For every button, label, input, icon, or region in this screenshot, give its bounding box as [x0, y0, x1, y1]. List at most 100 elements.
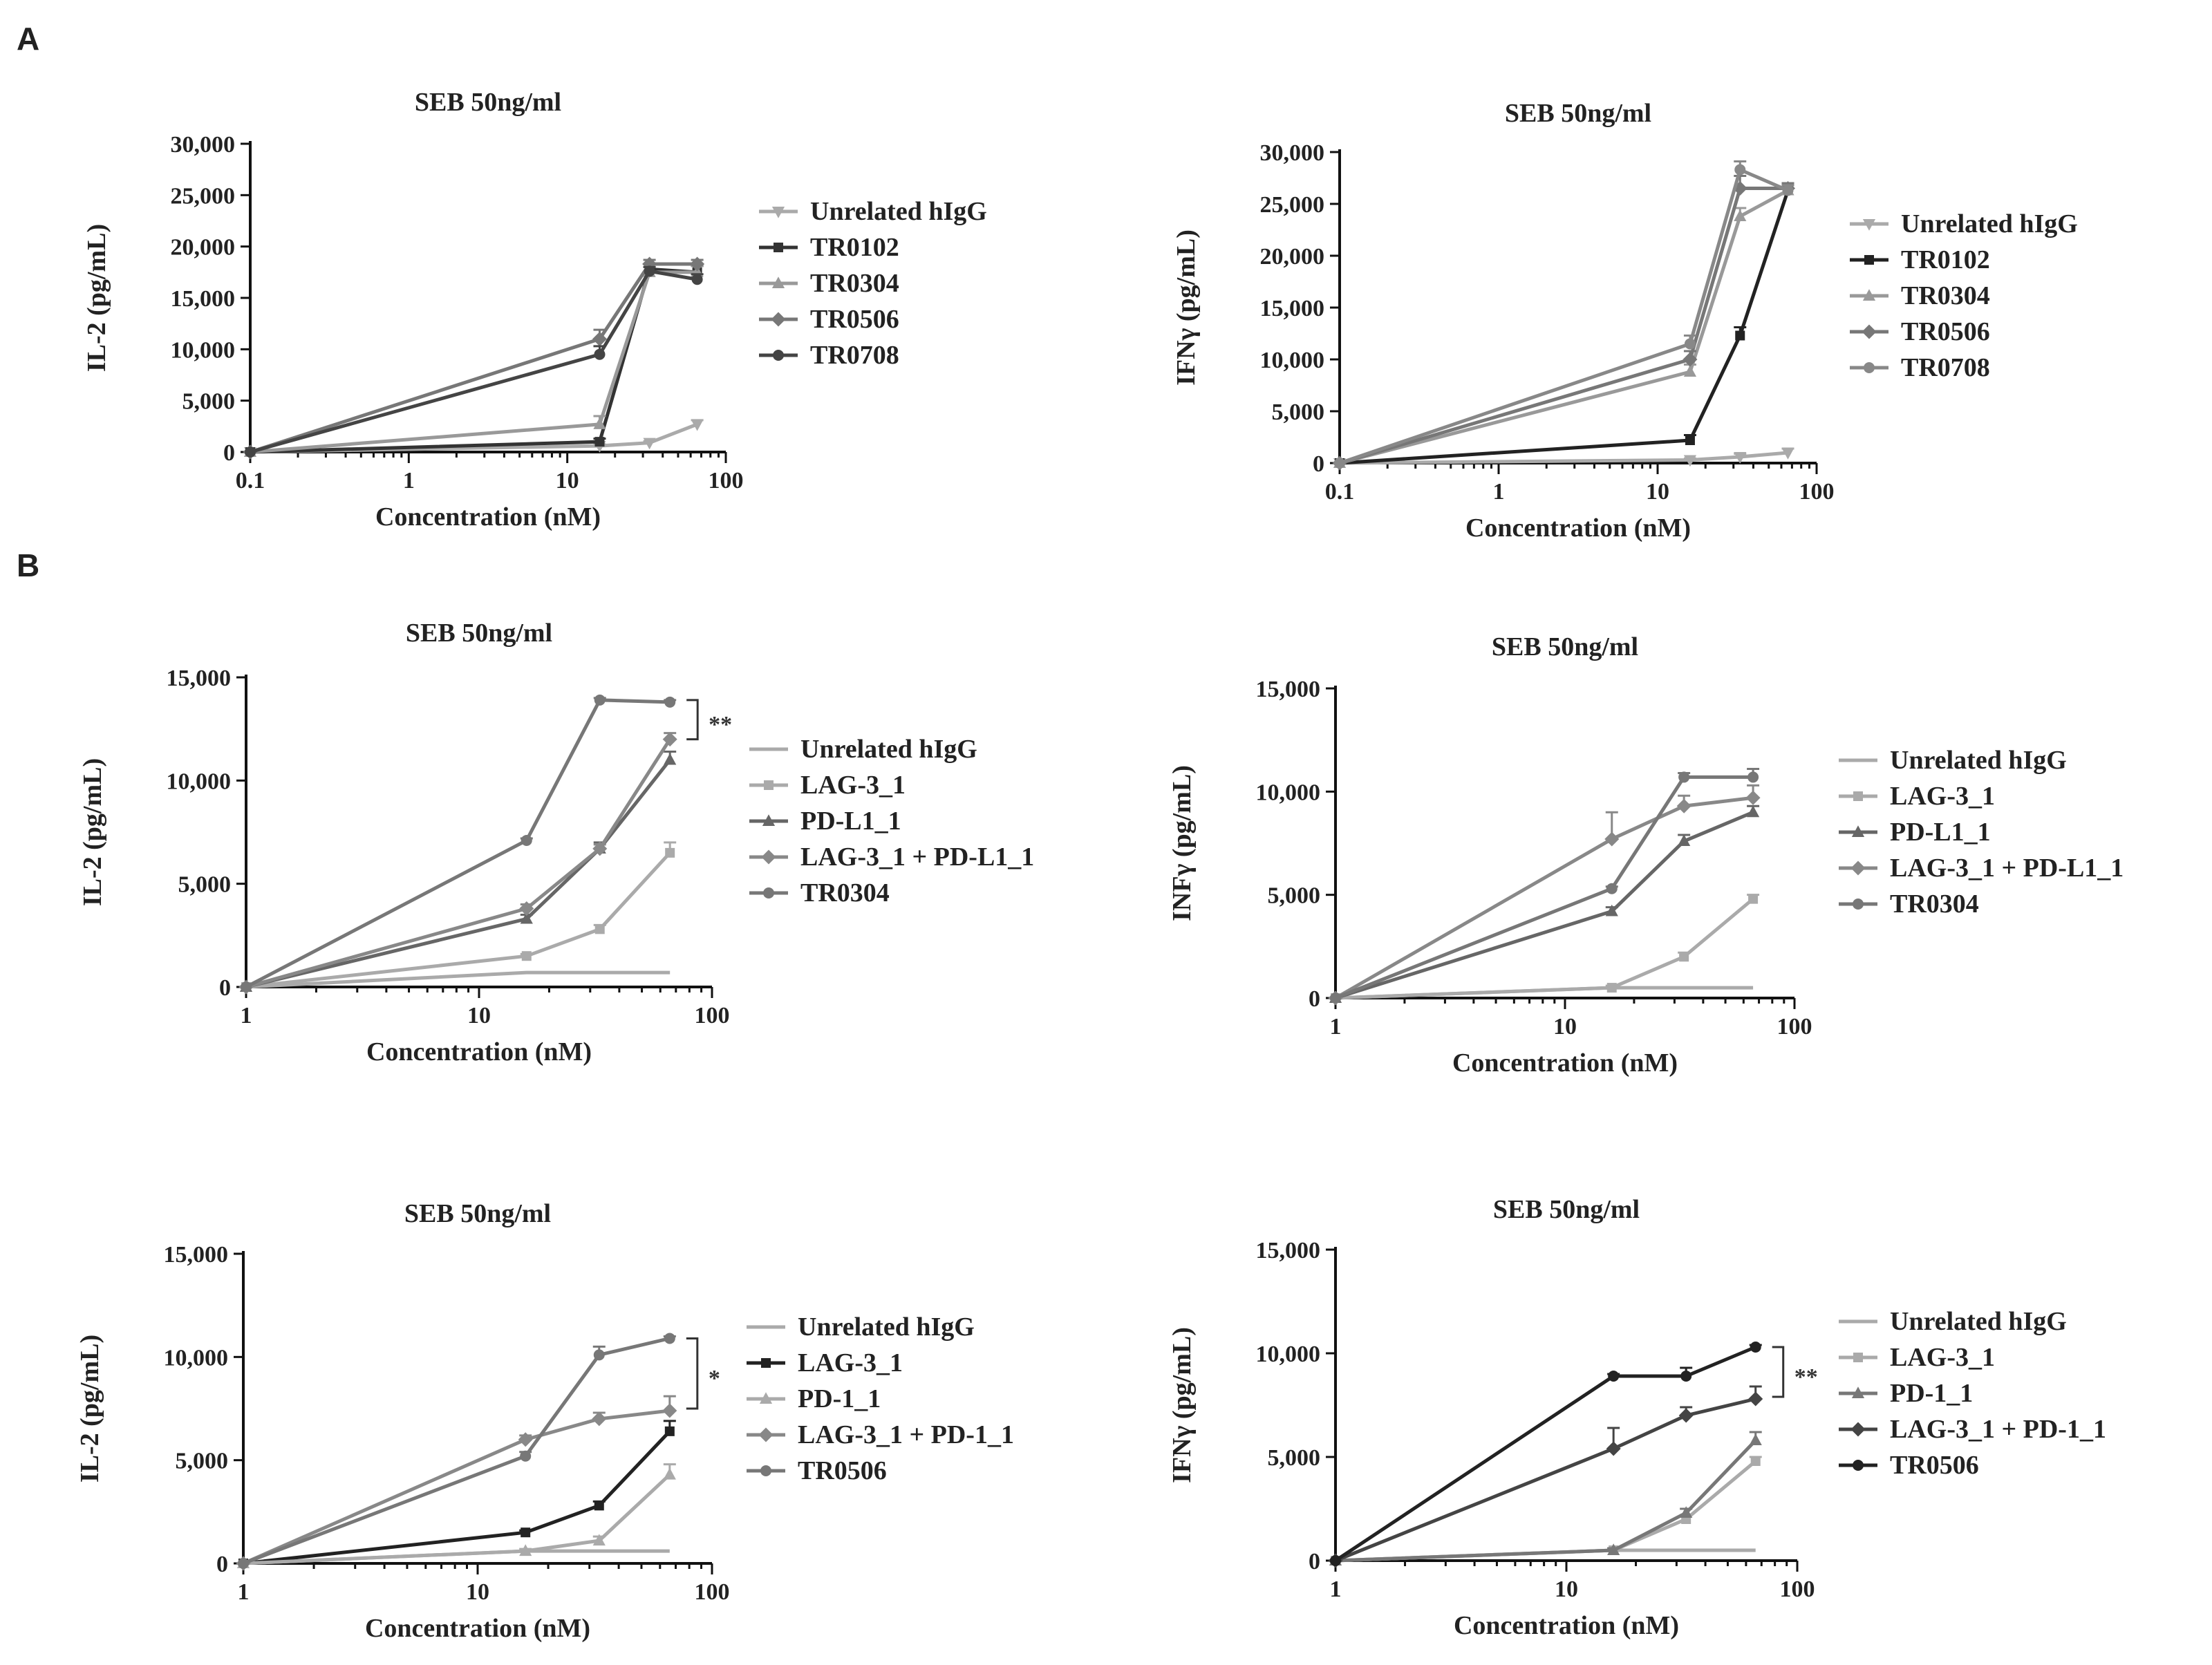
data-point: [592, 331, 607, 346]
y-tick-label: 15,000: [167, 666, 232, 691]
data-point: [238, 1558, 249, 1569]
y-tick-label: 20,000: [171, 235, 236, 261]
series-line: [245, 758, 672, 989]
chart-b-il2-pd1: SEB 50ng/ml 0 5,000 10,000 15,000 1 10 100 Conce…: [75, 1199, 1014, 1643]
x-axis-label: Concentration (nM): [1454, 1611, 1679, 1640]
legend-label: Unrelated hIgG: [798, 1313, 975, 1342]
legend-label: TR0506: [798, 1456, 887, 1485]
series-line: [1335, 810, 1754, 1000]
legend-swatch-marker: [761, 849, 776, 865]
series-combo: [1328, 1385, 1763, 1568]
legend-swatch-marker: [1862, 289, 1876, 301]
x-tick-label: 10: [556, 468, 579, 493]
data-point: [1782, 185, 1794, 196]
series-line: [250, 267, 697, 454]
legend-label: TR0102: [810, 233, 899, 262]
significance-bracket: [686, 1337, 699, 1410]
legend-label: LAG-3_1: [798, 1348, 903, 1377]
data-point: [1685, 435, 1695, 445]
data-point: [1750, 1342, 1761, 1353]
series-line: [1334, 1345, 1756, 1563]
data-point: [1605, 904, 1618, 916]
legend-swatch-marker: [1851, 1386, 1865, 1398]
data-point: [643, 438, 656, 450]
legend-swatch-marker: [771, 276, 785, 288]
series-line: [250, 262, 697, 454]
legend-item-tr0506: TR0506: [1850, 317, 1990, 346]
data-point: [1745, 790, 1761, 805]
x-tick-label: 1: [238, 1579, 250, 1605]
series-line: [243, 1337, 671, 1565]
legend-swatch-marker: [1864, 255, 1874, 265]
legend-label: TR0506: [1901, 317, 1990, 346]
data-point: [245, 446, 256, 458]
data-point: [1678, 834, 1691, 847]
data-point: [1748, 894, 1759, 904]
legend-label: TR0506: [810, 305, 899, 334]
legend-label: PD-L1_1: [800, 807, 901, 836]
legend-item-higg: Unrelated hIgG: [1850, 209, 2078, 238]
data-point: [665, 847, 675, 858]
legend-swatch-marker: [1862, 324, 1877, 339]
data-point: [594, 694, 606, 706]
data-point: [1748, 1391, 1763, 1407]
data-point: [1683, 352, 1698, 367]
chart-title: SEB 50ng/ml: [404, 1199, 551, 1228]
x-axis-label: Concentration (nM): [375, 502, 601, 532]
legend-item-pd-1-1: PD-1_1: [1839, 1379, 1973, 1408]
series-combo: [1328, 784, 1761, 1006]
legend-item-combo: LAG-3_1 + PD-L1_1: [1839, 854, 2124, 883]
series-line: [245, 970, 671, 989]
x-tick-label: 10: [467, 1003, 491, 1028]
legend-label: Unrelated hIgG: [800, 735, 977, 764]
legend-item-higg: Unrelated hIgG: [749, 735, 977, 764]
legend-swatch-marker: [1850, 860, 1866, 876]
series-tr0304: [241, 694, 677, 993]
series-line: [245, 738, 672, 989]
data-point: [1330, 1555, 1341, 1566]
y-tick-label: 5,000: [1272, 399, 1325, 425]
legend-label: PD-L1_1: [1890, 818, 1991, 847]
series-line: [1334, 796, 1754, 1000]
legend-item-lag-3-1: LAG-3_1: [1839, 782, 1995, 811]
y-tick-label: 10,000: [1260, 348, 1325, 373]
data-point: [1734, 164, 1746, 176]
series-line: [1339, 451, 1788, 465]
legend-item-combo: LAG-3_1 + PD-L1_1: [749, 843, 1034, 872]
y-axis-label: IL-2 (pg/mL): [78, 758, 107, 906]
data-point: [1679, 952, 1689, 962]
legend-label: TR0708: [810, 341, 899, 370]
data-point: [664, 1426, 675, 1436]
data-point: [664, 1333, 675, 1344]
significance-label: **: [1794, 1364, 1818, 1390]
series-tr0102: [1335, 184, 1794, 468]
legend-swatch-marker: [1853, 791, 1863, 801]
data-point: [1608, 1371, 1620, 1382]
legend-label: TR0304: [1901, 281, 1990, 310]
data-point: [1735, 330, 1745, 341]
legend-item-combo: LAG-3_1 + PD-1_1: [747, 1420, 1014, 1449]
legend-item-combo: LAG-3_1 + PD-1_1: [1839, 1415, 2106, 1444]
data-point: [1683, 365, 1697, 377]
x-tick-label: 1: [403, 468, 415, 493]
legend-item-higg: Unrelated hIgG: [1839, 746, 2067, 775]
legend-swatch-marker: [773, 350, 784, 361]
x-tick-label: 10: [466, 1579, 489, 1605]
legend-label: LAG-3_1 + PD-1_1: [798, 1420, 1014, 1449]
chart-title: SEB 50ng/ml: [406, 619, 552, 648]
series-line: [1335, 897, 1754, 1000]
y-tick-label: 0: [1309, 1549, 1320, 1574]
y-tick-label: 10,000: [167, 769, 232, 794]
y-tick-label: 0: [216, 1552, 228, 1577]
legend-label: LAG-3_1: [1890, 782, 1995, 811]
legend-label: PD-1_1: [798, 1384, 881, 1413]
legend-item-tr0708: TR0708: [1850, 353, 1990, 382]
x-tick-label: 100: [695, 1579, 730, 1605]
x-tick-label: 0.1: [1325, 479, 1355, 505]
significance-label: *: [709, 1366, 720, 1391]
legend-item-tr0506: TR0506: [747, 1456, 887, 1485]
legend-item-lag-3-1: LAG-3_1: [1839, 1343, 1995, 1372]
x-tick-label: 10: [1553, 1014, 1577, 1040]
chart-b-il2-pdl1: SEB 50ng/ml 0 5,000 10,000 15,000 1 10 100 Conce…: [78, 619, 1034, 1066]
